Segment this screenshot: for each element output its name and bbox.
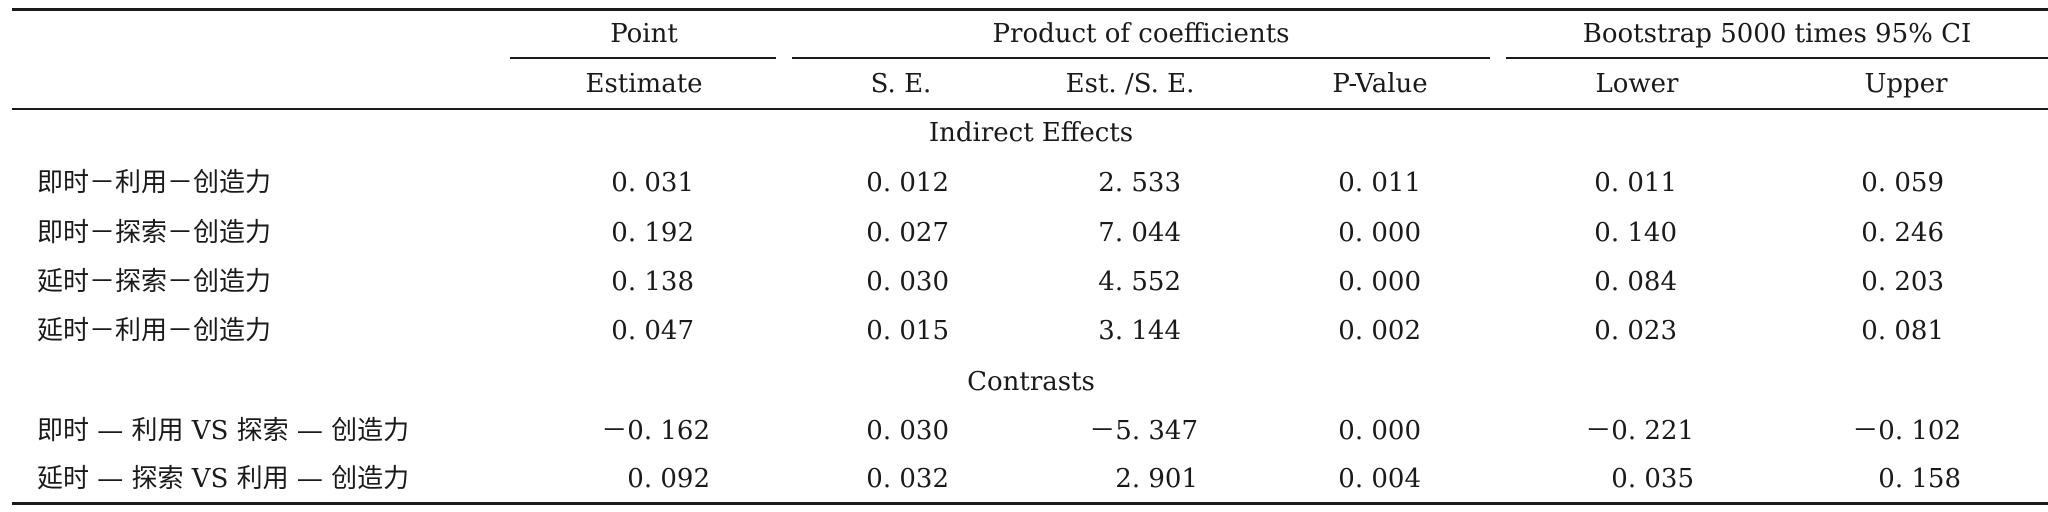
column-header-se: S. E. [870,69,932,99]
cell-estimate: 0. 192 [611,218,694,248]
cell-estimate: －0. 162 [601,416,710,446]
column-header-estimate: Estimate [585,69,703,99]
cell-estimate: 0. 138 [611,267,694,297]
cell-upper: 0. 081 [1861,316,1944,346]
cell-lower: 0. 035 [1611,464,1694,494]
column-header-est-se: Est. /S. E. [1065,69,1195,99]
cell-se: 0. 012 [866,168,949,198]
cell-se: 0. 032 [866,464,949,494]
cell-p-value: 0. 000 [1338,416,1421,446]
cell-estimate: 0. 092 [627,464,710,494]
group-underline-bootstrap [1506,57,2048,59]
cell-lower: 0. 140 [1594,218,1677,248]
row-label: 延时－利用－创造力 [37,316,272,346]
group-label-product-of-coefficients: Product of coefficients [992,19,1290,49]
cell-estimate: 0. 047 [611,316,694,346]
cell-estimate: 0. 031 [611,168,694,198]
bottom-rule [12,502,2048,505]
cell-lower: －0. 221 [1585,416,1694,446]
group-label-point: Point [610,19,678,49]
cell-upper: 0. 059 [1861,168,1944,198]
column-header-lower: Lower [1595,69,1679,99]
cell-se: 0. 030 [866,416,949,446]
cell-est-se: 4. 552 [1098,267,1181,297]
row-label: 延时－探索－创造力 [37,267,272,297]
cell-est-se: 2. 901 [1115,464,1198,494]
cell-p-value: 0. 000 [1338,267,1421,297]
cell-lower: 0. 011 [1594,168,1677,198]
row-label: 即时－利用－创造力 [37,168,272,198]
row-label: 延时 — 探索 VS 利用 — 创造力 [37,464,410,494]
group-underline-point [510,57,776,59]
section-title-indirect-effects: Indirect Effects [928,118,1134,148]
row-label: 即时 — 利用 VS 探索 — 创造力 [37,416,410,446]
cell-est-se: 3. 144 [1098,316,1181,346]
cell-p-value: 0. 000 [1338,218,1421,248]
header-rule [12,108,2048,110]
cell-se: 0. 027 [866,218,949,248]
cell-se: 0. 030 [866,267,949,297]
cell-lower: 0. 084 [1594,267,1677,297]
cell-est-se: －5. 347 [1089,416,1198,446]
cell-upper: 0. 203 [1861,267,1944,297]
row-label: 即时－探索－创造力 [37,218,272,248]
group-underline-product-of-coefficients [792,57,1490,59]
column-header-upper: Upper [1864,69,1948,99]
cell-est-se: 7. 044 [1098,218,1181,248]
column-header-p-value: P-Value [1332,69,1428,99]
cell-p-value: 0. 004 [1338,464,1421,494]
cell-p-value: 0. 002 [1338,316,1421,346]
group-label-bootstrap: Bootstrap 5000 times 95% CI [1582,19,1972,49]
cell-upper: 0. 158 [1878,464,1961,494]
section-title-contrasts: Contrasts [967,367,1095,397]
cell-p-value: 0. 011 [1338,168,1421,198]
top-rule [12,8,2048,11]
cell-lower: 0. 023 [1594,316,1677,346]
cell-upper: －0. 102 [1852,416,1961,446]
cell-se: 0. 015 [866,316,949,346]
cell-upper: 0. 246 [1861,218,1944,248]
cell-est-se: 2. 533 [1098,168,1181,198]
